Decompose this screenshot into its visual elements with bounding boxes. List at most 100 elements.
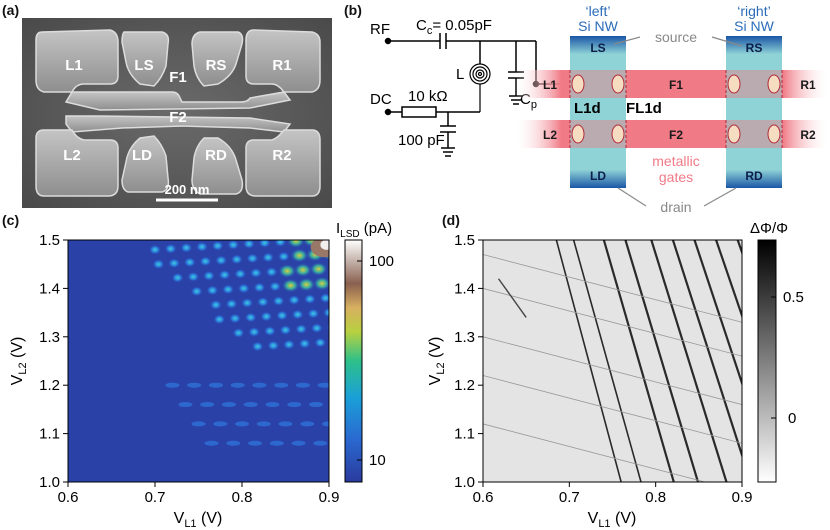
chart-c-colorbar [344, 239, 363, 483]
chart-c-resonance [229, 313, 242, 324]
chart-c-resonance [199, 256, 212, 267]
chart-c-resonance [297, 277, 316, 292]
f2-label: F2 [669, 128, 683, 142]
chart-c-resonance [230, 254, 243, 265]
source-label: source [655, 29, 697, 45]
chart-c-resonance [248, 326, 261, 337]
chart-c-resonance [282, 339, 295, 350]
right-nanowire [726, 36, 782, 188]
chart-c-resonance [313, 440, 328, 446]
chart-c-resonance [262, 252, 275, 263]
chart-c-resonance [256, 421, 271, 427]
chart-d-transition-line [497, 278, 527, 318]
fl1d-label: FL1d [626, 100, 662, 117]
chart-d-transition-line [624, 240, 700, 482]
l1-label: L1 [543, 78, 557, 92]
chart-c-ylabel: VL2 (V) [9, 337, 29, 386]
chart-c-resonance [300, 421, 315, 427]
chart-c-resonance [227, 240, 240, 250]
chart-c-resonance [319, 293, 329, 304]
cap-label: 100 pF [398, 132, 445, 149]
chart-c-resonance [295, 382, 310, 388]
chart-c-resonance [287, 402, 302, 408]
chart-c-resonance [313, 276, 329, 291]
chart-d-ytick-label: 1.3 [454, 329, 475, 346]
chart-c-resonance [225, 298, 238, 309]
rd-label: RD [745, 169, 763, 183]
chart-c-ytick-label: 1.1 [39, 426, 60, 443]
chart-d-cbar-tick-05: 0.5 [783, 289, 804, 306]
sem-label-R1: R1 [272, 57, 291, 74]
chart-c-resonance [190, 286, 203, 297]
chart-c-resonance [249, 267, 262, 278]
chart-d-transition-line [671, 240, 742, 459]
chart-d-faint-line [483, 423, 707, 482]
chart-d-plot-area [483, 240, 742, 482]
chart-d-transition-line [650, 240, 728, 482]
rs-label: RS [746, 41, 763, 55]
chart-c-features [149, 240, 329, 446]
l-label: L [456, 66, 464, 83]
chart-c-resonance [278, 263, 297, 278]
r1-label: R1 [800, 78, 816, 92]
sem-label-F1: F1 [169, 69, 187, 86]
chart-c-resonance [178, 402, 193, 408]
chart-c-resonance [213, 314, 226, 325]
chart-c-resonance [168, 258, 181, 269]
chart-d-ylabel: VL2 (V) [427, 337, 447, 386]
chart-c-resonance [288, 295, 301, 306]
chart-c-resonance [265, 402, 280, 408]
resistor-label: 10 kΩ [408, 88, 448, 105]
rf-label: RF [370, 21, 390, 38]
chart-c-ytick-label: 1.2 [39, 377, 60, 394]
chart-c-resonance [248, 440, 263, 446]
chart-c-resonance [251, 341, 264, 352]
chart-c-resonance [218, 269, 231, 280]
cc-label: Cc= 0.05pF [416, 17, 492, 37]
chart-d-transition-line [602, 240, 675, 482]
chart-c-resonance [291, 309, 304, 320]
right-nw-title: ‘right’ [737, 3, 770, 19]
chart-c-resonance [323, 307, 329, 318]
chart-c-resonance [290, 248, 309, 263]
chart-c-resonance [265, 266, 278, 277]
panel-b-label: (b) [344, 2, 362, 18]
chart-c-resonance [204, 440, 219, 446]
dc-circuit [384, 106, 480, 157]
chart-c-resonance [195, 241, 208, 252]
chart-c-resonance [242, 240, 255, 249]
panel-d-label: (d) [442, 212, 460, 228]
chart-c-resonance [303, 294, 316, 305]
chart-c-resonance [187, 271, 200, 282]
chart-c-resonance [267, 340, 280, 351]
chart-c: 0.6 0.7 0.8 0.9 1.0 1.1 1.2 1.3 1.4 1.5 100 10 IL… [9, 220, 394, 530]
chart-c-resonance [278, 421, 293, 427]
chart-d-cbar-label: ΔΦ/Φ [750, 220, 788, 237]
chart-c-resonance [230, 382, 245, 388]
chart-c-resonance [309, 262, 328, 277]
sem-gate-labels: L1 LS RS R1 F1 F2 L2 LD RD R2 [63, 57, 291, 164]
chart-c-xtick-label: 0.9 [319, 489, 340, 506]
chart-c-resonance [215, 255, 228, 266]
chart-c-ytick-label: 1.3 [39, 329, 60, 346]
chart-d-ytick-label: 1.4 [454, 280, 475, 297]
chart-d-features [483, 240, 742, 482]
chart-d-transition-line [555, 240, 622, 482]
chart-c-resonance [256, 296, 269, 307]
chart-c-resonance [164, 243, 177, 254]
chart-d-ytick-label: 1.0 [454, 474, 475, 491]
sem-label-L1: L1 [65, 57, 83, 74]
chart-c-resonance [244, 312, 257, 323]
chart-c-resonance [317, 382, 329, 388]
chart-c-resonance [269, 281, 282, 292]
sem-label-R2: R2 [272, 147, 291, 164]
chart-c-resonance [274, 382, 289, 388]
chart-c-ytick-label: 1.4 [39, 280, 60, 297]
chart-c-resonance [281, 278, 300, 293]
chart-c-resonance [277, 251, 290, 262]
chart-c-resonance [322, 421, 329, 427]
chart-d-cbar-tick-0: 0 [788, 410, 796, 427]
chart-c-resonance [222, 284, 235, 295]
chart-c-resonance [187, 382, 202, 388]
chart-c-xtick-label: 0.8 [232, 489, 253, 506]
